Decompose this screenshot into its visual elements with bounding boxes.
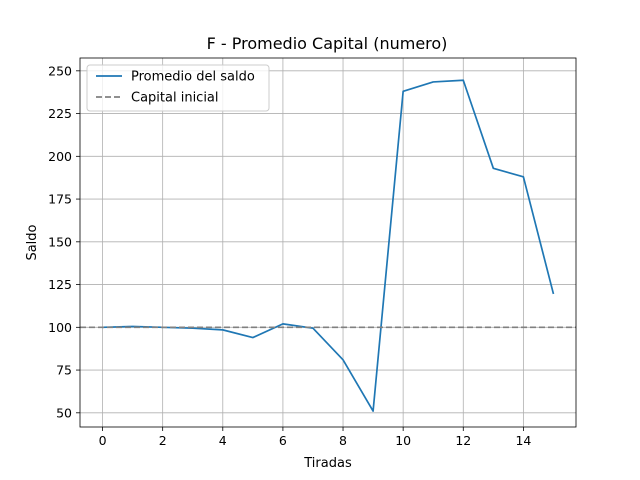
y-tick-label: 200 xyxy=(48,149,72,164)
y-tick-label: 175 xyxy=(48,192,72,207)
x-tick-label: 8 xyxy=(339,433,347,448)
legend-box xyxy=(86,64,270,112)
y-tick-label: 150 xyxy=(48,234,72,249)
y-axis-label: Saldo xyxy=(25,224,40,260)
grid xyxy=(80,58,576,427)
x-axis-label: Tiradas xyxy=(303,456,352,471)
x-tick-label: 2 xyxy=(159,433,167,448)
legend-label-promedio-del-saldo: Promedio del saldo xyxy=(131,70,255,85)
x-axis-ticks: 0 2 4 6 8 10 12 14 xyxy=(99,427,531,448)
series-group xyxy=(80,79,576,412)
y-tick-label: 50 xyxy=(56,405,72,420)
y-tick-label: 250 xyxy=(48,63,72,78)
y-tick-label: 100 xyxy=(48,320,72,335)
legend-label-capital-inicial: Capital inicial xyxy=(131,91,219,106)
x-tick-label: 14 xyxy=(515,433,531,448)
legend: Promedio del saldo Capital inicial xyxy=(86,64,270,112)
chart-title: F - Promedio Capital (numero) xyxy=(207,34,448,53)
y-tick-label: 125 xyxy=(48,277,72,292)
y-axis-ticks: 50 75 100 125 150 175 200 225 250 xyxy=(48,63,80,420)
x-tick-label: 4 xyxy=(219,433,227,448)
plot-frame xyxy=(79,57,577,428)
y-tick-label: 75 xyxy=(56,363,72,378)
y-tick-label: 225 xyxy=(48,106,72,121)
x-tick-label: 6 xyxy=(279,433,287,448)
x-tick-label: 0 xyxy=(99,433,107,448)
x-tick-label: 12 xyxy=(455,433,471,448)
series-line-promedio-del-saldo xyxy=(102,79,555,412)
x-tick-label: 10 xyxy=(395,433,411,448)
